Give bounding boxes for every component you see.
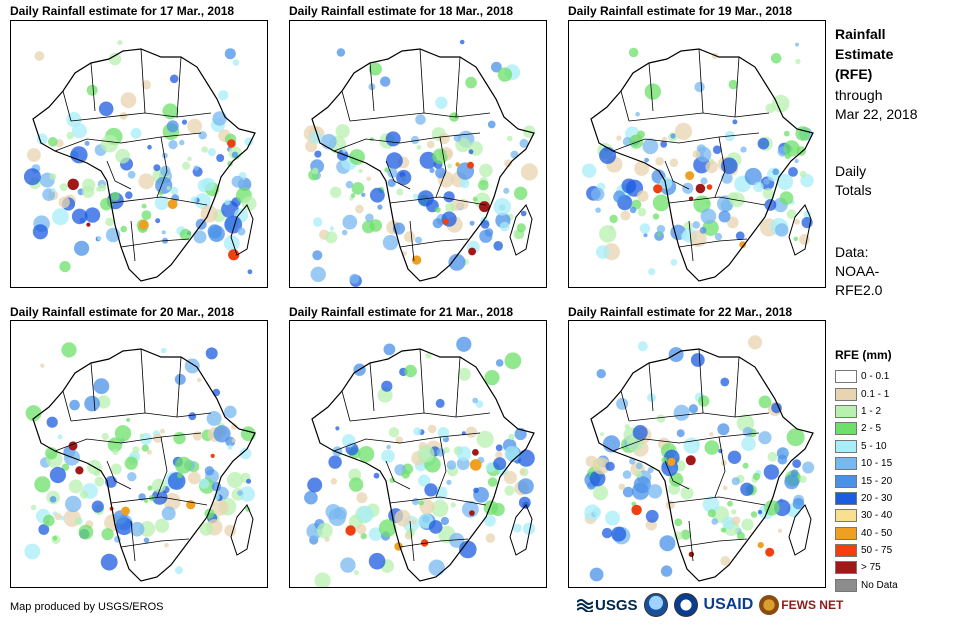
- legend-swatch: [835, 526, 857, 540]
- rainfall-map-21-mar: [289, 320, 547, 588]
- through-label: through: [835, 87, 883, 103]
- legend-item: 30 - 40: [835, 507, 898, 524]
- legend-label: 0.1 - 1: [861, 388, 890, 400]
- legend-label: 40 - 50: [861, 527, 893, 539]
- africa-map: [581, 42, 814, 282]
- legend-label: 15 - 20: [861, 475, 893, 487]
- legend-item: > 75: [835, 559, 898, 576]
- africa-map: [24, 342, 256, 582]
- africa-map: [23, 40, 257, 282]
- legend-item: 20 - 30: [835, 490, 898, 507]
- legend-title: RFE (mm): [835, 348, 892, 362]
- legend-item: 1 - 2: [835, 403, 898, 420]
- legend-item: 0.1 - 1: [835, 385, 898, 402]
- totals-label: Totals: [835, 182, 872, 198]
- legend-label: 50 - 75: [861, 545, 893, 557]
- panel-title-5: Daily Rainfall estimate for 21 Mar., 201…: [289, 305, 514, 319]
- usgs-wave-icon: [577, 599, 593, 612]
- fews-net-logo-text: FEWS NET: [781, 598, 844, 612]
- legend-item: 10 - 15: [835, 455, 898, 472]
- data-source: Data: NOAA- RFE2.0: [835, 243, 882, 300]
- legend-label: 10 - 15: [861, 458, 893, 470]
- data-label: Data:: [835, 244, 869, 260]
- legend-label: 20 - 30: [861, 492, 893, 504]
- fews-net-logo: FEWS NET: [759, 595, 843, 615]
- rfe-legend: RFE (mm) 0 - 0.1 0.1 - 1 1 - 2 2 - 5 5 - 10 1…: [835, 348, 898, 594]
- fews-globe-icon: [759, 595, 780, 615]
- map-credit: Map produced by USGS/EROS: [10, 601, 164, 613]
- through-date: through Mar 22, 2018: [835, 86, 918, 124]
- legend-label: 2 - 5: [861, 423, 882, 435]
- legend-item: 15 - 20: [835, 472, 898, 489]
- usaid-logo-text: USAID: [703, 596, 754, 613]
- map-title-line3: (RFE): [835, 66, 873, 82]
- panel-title-1: Daily Rainfall estimate for 17 Mar., 201…: [10, 4, 235, 18]
- legend-item: 40 - 50: [835, 525, 898, 542]
- legend-label: 30 - 40: [861, 510, 893, 522]
- legend-swatch: [835, 457, 857, 471]
- legend-label: No Data: [861, 579, 898, 591]
- map-title-line1: Rainfall: [835, 26, 886, 42]
- rainfall-map-22-mar: [568, 320, 826, 588]
- legend-item: 2 - 5: [835, 420, 898, 437]
- panel-title-6: Daily Rainfall estimate for 22 Mar., 201…: [568, 305, 793, 319]
- panel-title-3: Daily Rainfall estimate for 19 Mar., 201…: [568, 4, 793, 18]
- data-source-line1: NOAA-: [835, 263, 880, 279]
- end-date: Mar 22, 2018: [835, 106, 918, 122]
- africa-map: [303, 39, 538, 287]
- usaid-seal-icon: [673, 593, 698, 617]
- legend-swatch: [835, 561, 857, 575]
- legend-swatch: [835, 370, 857, 384]
- legend-item: 5 - 10: [835, 438, 898, 455]
- legend-label: 5 - 10: [861, 440, 887, 452]
- legend-label: > 75: [861, 562, 881, 574]
- legend-swatch: [835, 509, 857, 523]
- legend-swatch: [835, 404, 857, 418]
- legend-item: 50 - 75: [835, 542, 898, 559]
- africa-map: [584, 335, 815, 582]
- legend-label: 0 - 0.1: [861, 371, 890, 383]
- legend-swatch: [835, 474, 857, 488]
- rainfall-map-19-mar: [568, 20, 826, 288]
- legend-swatch: [835, 387, 857, 401]
- noaa-seal-icon: [643, 593, 668, 617]
- usgs-logo: USGS: [577, 597, 638, 614]
- data-source-line2: RFE2.0: [835, 282, 883, 298]
- rainfall-map-18-mar: [289, 20, 547, 288]
- daily-label: Daily: [835, 163, 867, 179]
- legend-label: 1 - 2: [861, 405, 882, 417]
- panel-title-2: Daily Rainfall estimate for 18 Mar., 201…: [289, 4, 514, 18]
- legend-item: 0 - 0.1: [835, 368, 898, 385]
- usgs-logo-text: USGS: [595, 596, 638, 614]
- legend-swatch: [835, 491, 857, 505]
- legend-swatch: [835, 578, 857, 592]
- rainfall-map-20-mar: [10, 320, 268, 588]
- map-title-line2: Estimate: [835, 46, 894, 62]
- legend-rows: 0 - 0.1 0.1 - 1 1 - 2 2 - 5 5 - 10 10 - 15 15 …: [835, 368, 898, 594]
- logo-strip: USGS USAID FEWS NET: [577, 593, 843, 617]
- rainfall-map-17-mar: [10, 20, 268, 288]
- map-title: Rainfall Estimate (RFE): [835, 24, 893, 84]
- legend-swatch: [835, 439, 857, 453]
- legend-swatch: [835, 544, 857, 558]
- daily-totals: Daily Totals: [835, 162, 872, 200]
- panel-title-4: Daily Rainfall estimate for 20 Mar., 201…: [10, 305, 235, 319]
- africa-map: [304, 336, 535, 587]
- legend-item: No Data: [835, 577, 898, 594]
- legend-swatch: [835, 422, 857, 436]
